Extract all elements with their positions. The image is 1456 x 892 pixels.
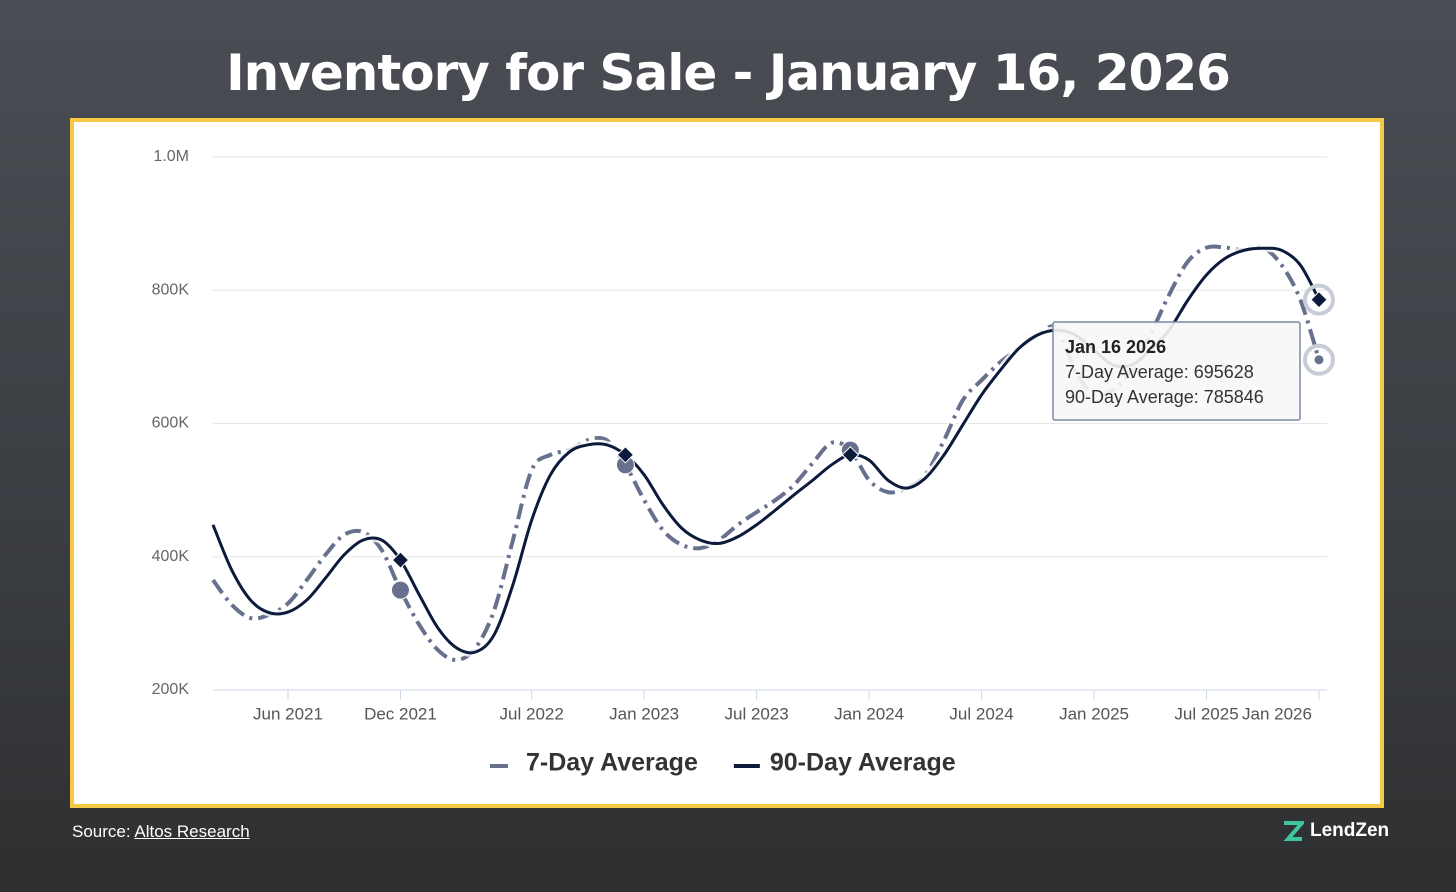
tooltip-box xyxy=(1052,321,1301,421)
tooltip-line: 90-Day Average: 785846 xyxy=(1065,387,1264,407)
brand-name: LendZen xyxy=(1310,820,1390,841)
tooltip-line: 7-Day Average: 695628 xyxy=(1065,362,1254,382)
y-tick-label: 600K xyxy=(152,415,190,432)
source-label: Source: xyxy=(72,822,131,841)
x-tick-label: Jan 2025 xyxy=(1059,704,1129,723)
chart: 200K 400K 600K 800K 1.0M Jun 2021 Dec 2021 Jul … xyxy=(152,148,1335,777)
source: Source: Altos Research xyxy=(72,822,250,842)
point-marker xyxy=(390,580,410,600)
x-tick-label: Jul 2022 xyxy=(500,704,564,723)
point-marker xyxy=(1310,290,1328,309)
point-marker xyxy=(1313,354,1325,366)
y-tick-label: 200K xyxy=(152,681,190,698)
series-line xyxy=(211,246,1321,655)
y-tick-label: 1.0M xyxy=(153,148,189,165)
x-tick-label: Dec 2021 xyxy=(364,704,437,723)
line-halo xyxy=(209,244,1323,657)
chart-card: 200K 400K 600K 800K 1.0M Jun 2021 Dec 2021 Jul … xyxy=(70,118,1384,808)
legend-label: 7-Day Average xyxy=(526,749,698,777)
line-halo xyxy=(209,242,1323,665)
brand: LendZen xyxy=(1282,820,1389,842)
x-tick-label: Jul 2024 xyxy=(949,704,1013,723)
brand-logo xyxy=(1283,821,1304,841)
x-tick-label: Jun 2021 xyxy=(253,704,323,723)
x-tick-label: Jul 2023 xyxy=(724,704,788,723)
page-title: Inventory for Sale - January 16, 2026 xyxy=(226,44,1231,102)
y-tick-label: 400K xyxy=(152,548,190,565)
series-line xyxy=(211,244,1321,663)
hover-halo xyxy=(1303,283,1335,316)
hover-halo xyxy=(1303,343,1335,376)
y-tick-label: 800K xyxy=(152,281,190,298)
legend-label: 90-Day Average xyxy=(770,749,956,777)
x-tick-label: Jan 2024 xyxy=(834,704,904,723)
tooltip-title: Jan 16 2026 xyxy=(1065,337,1166,357)
logo-mark xyxy=(1283,821,1304,841)
point-marker xyxy=(616,446,635,464)
x-tick-label: Jan 2026 xyxy=(1242,704,1312,723)
x-tick-label: Jul 2025 xyxy=(1174,704,1238,723)
source-link[interactable]: Altos Research xyxy=(134,822,250,841)
point-marker xyxy=(841,446,860,464)
x-tick-label: Jan 2023 xyxy=(609,704,679,723)
point-marker xyxy=(391,551,410,569)
